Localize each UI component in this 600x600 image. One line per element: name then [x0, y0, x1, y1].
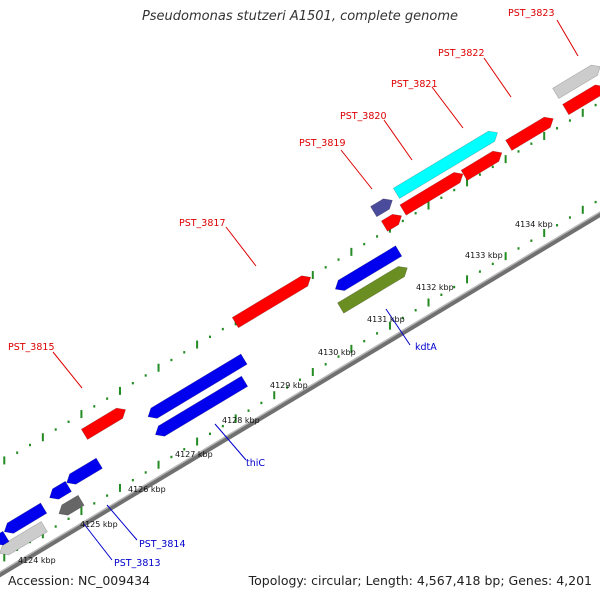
leader-line [557, 20, 578, 56]
gene-label: PST_3813 [114, 558, 161, 569]
dotted-tracks [4, 104, 595, 562]
leader-line [384, 120, 412, 160]
tick-label: 4128 kbp [222, 416, 260, 425]
gene-label: PST_3817 [179, 218, 226, 229]
tick-label: 4125 kbp [80, 520, 118, 529]
tick-label: 4133 kbp [465, 251, 503, 260]
tick-label: 4134 kbp [515, 220, 553, 229]
gene-label: PST_3814 [139, 539, 186, 550]
gene-pst-3817 [232, 276, 311, 328]
leader-line [84, 524, 112, 560]
tick-label: 4126 kbp [128, 485, 166, 494]
gene-label: PST_3815 [8, 342, 55, 353]
gene-pst-3822 [506, 117, 554, 150]
tick-label: 4129 kbp [270, 381, 308, 390]
gene-label: PST_3823 [508, 8, 555, 19]
gene-pst-3819-b [381, 214, 401, 231]
gene-label: PST_3822 [438, 48, 485, 59]
leader-line [432, 87, 463, 128]
tick-label: 4131 kbp [367, 315, 405, 324]
gene-pst-3815 [81, 408, 125, 439]
tick-label: 4130 kbp [318, 348, 356, 357]
leader-line [53, 352, 82, 388]
backbone-line [0, 203, 600, 587]
genome-summary: Topology: circular; Length: 4,567,418 bp… [249, 573, 592, 588]
leader-line [341, 150, 372, 189]
leader-line [226, 227, 256, 266]
tick-label: 4127 kbp [175, 450, 213, 459]
gene-label: PST_3819 [299, 138, 346, 149]
label-leaders [53, 20, 578, 560]
gene-pst-3814-b [67, 458, 103, 484]
tick-label: 4124 kbp [18, 556, 56, 565]
accession-text: Accession: NC_009434 [8, 573, 150, 588]
leader-line [484, 58, 511, 97]
gene-label: PST_3820 [340, 111, 387, 122]
gene-pst-3813-b [59, 495, 84, 515]
genome-map: PST_3823 PST_3822 PST_3821 PST_3820 PST_3819… [0, 0, 600, 600]
gene-label: thiC [246, 458, 265, 469]
gene-label: PST_3821 [391, 79, 438, 90]
gene-pst-3814-c [50, 481, 72, 499]
gene-label: kdtA [415, 342, 437, 353]
gene-pst-3819 [371, 199, 393, 217]
tick-label: 4132 kbp [416, 283, 454, 292]
